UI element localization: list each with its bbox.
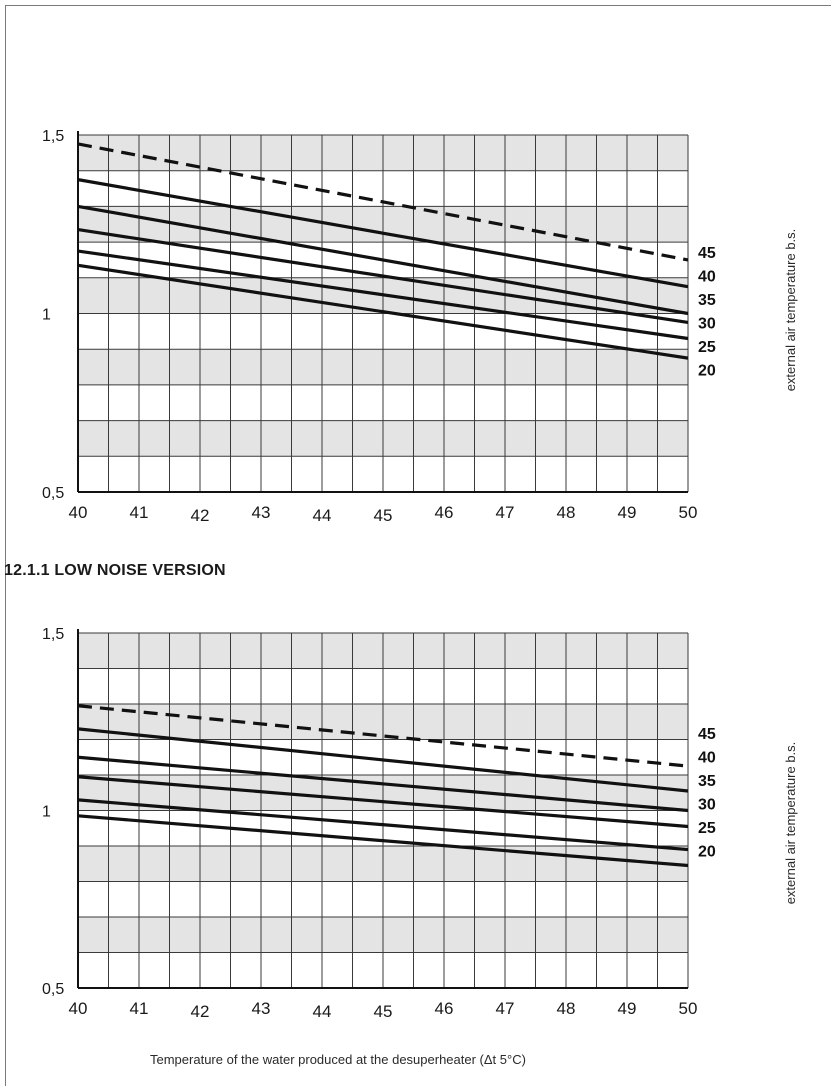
- series-label-45: 45: [698, 726, 716, 743]
- series-label-35: 35: [698, 292, 716, 309]
- series-label-45: 45: [698, 245, 716, 262]
- x-tick-label: 47: [496, 503, 515, 522]
- section-heading: 12.1.1 LOW NOISE VERSION: [4, 562, 226, 579]
- series-label-40: 40: [698, 269, 716, 286]
- x-tick-label: 46: [435, 999, 454, 1018]
- x-tick-label: 50: [679, 999, 698, 1018]
- series-line-20: [77, 814, 689, 868]
- x-tick-label: 41: [130, 999, 149, 1018]
- series-label-40: 40: [698, 750, 716, 767]
- x-tick-label: 49: [618, 999, 637, 1018]
- y-tick-label: 1,5: [42, 626, 64, 643]
- x-tick-label: 43: [252, 503, 271, 522]
- series-label-20: 20: [698, 844, 716, 861]
- series-label-25: 25: [698, 820, 716, 837]
- x-tick-label: 47: [496, 999, 515, 1018]
- series-line-40: [77, 727, 689, 793]
- x-axis-title: Temperature of the water produced at the…: [150, 1052, 526, 1067]
- series-line-25: [77, 249, 689, 341]
- series-label-30: 30: [698, 316, 716, 333]
- y-tick-label: 0,5: [42, 981, 64, 998]
- series-line-20: [77, 263, 689, 360]
- chart-low-noise-version: 40 41 42 43 44 45 46 47 48 49 50 1,5 1 0,5 45 40 35 30 25 2…: [42, 626, 798, 1021]
- x-tick-label: 42: [191, 1002, 210, 1021]
- series-label-20: 20: [698, 363, 716, 380]
- x-tick-label: 40: [69, 999, 88, 1018]
- x-tick-label: 43: [252, 999, 271, 1018]
- series-line-45: [77, 704, 689, 768]
- x-tick-label: 48: [557, 503, 576, 522]
- x-tick-label: 46: [435, 503, 454, 522]
- series-line-35: [77, 755, 689, 813]
- x-tick-label: 42: [191, 506, 210, 525]
- side-label: external air temperature b.s.: [783, 742, 798, 905]
- series-line-45: [77, 142, 689, 262]
- x-tick-label: 50: [679, 503, 698, 522]
- series-line-25: [77, 798, 689, 852]
- chart-standard-version: 40 41 42 43 44 45 46 47 48 49 50 1,5 1 0,5 45 40 35 30 25 2…: [42, 128, 798, 525]
- y-tick-label: 1,5: [42, 128, 64, 145]
- x-tick-label: 40: [69, 503, 88, 522]
- x-tick-label: 49: [618, 503, 637, 522]
- y-tick-label: 1: [42, 804, 51, 821]
- x-tick-label: 41: [130, 503, 149, 522]
- y-tick-label: 1: [42, 307, 51, 324]
- x-tick-label: 48: [557, 999, 576, 1018]
- side-label: external air temperature b.s.: [783, 229, 798, 392]
- series-label-30: 30: [698, 797, 716, 814]
- series-label-35: 35: [698, 773, 716, 790]
- series-line-30: [77, 775, 689, 829]
- series-line-30: [77, 228, 689, 325]
- x-tick-label: 45: [374, 1002, 393, 1021]
- series-line-35: [77, 204, 689, 316]
- y-tick-label: 0,5: [42, 485, 64, 502]
- series-label-25: 25: [698, 339, 716, 356]
- series-line-40: [77, 178, 689, 289]
- x-tick-label: 45: [374, 506, 393, 525]
- x-tick-label: 44: [313, 506, 332, 525]
- page-frame: [5, 5, 831, 1086]
- x-tick-label: 44: [313, 1002, 332, 1021]
